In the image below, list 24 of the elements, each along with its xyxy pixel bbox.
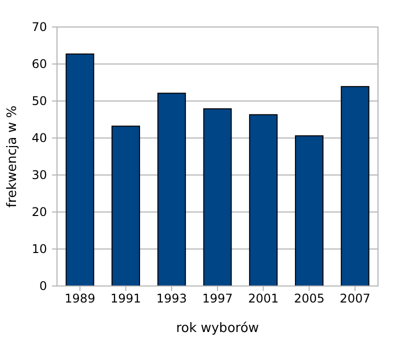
y-tick-label: 0 — [39, 278, 47, 293]
x-tick-label: 1991 — [110, 292, 142, 306]
x-axis-title: rok wyborów — [176, 321, 260, 336]
bar — [203, 108, 232, 286]
bar — [249, 114, 278, 286]
x-tick-label: 1997 — [202, 292, 233, 306]
x-tick-label: 1993 — [156, 292, 187, 306]
y-tick-label: 40 — [32, 130, 47, 145]
x-tick-label: 1989 — [64, 292, 96, 306]
y-tick-label: 20 — [32, 204, 47, 219]
bar — [157, 92, 186, 286]
bar — [66, 54, 94, 286]
y-axis-title: frekwencja w % — [5, 105, 20, 208]
bar — [340, 86, 370, 286]
y-tick-label: 30 — [32, 168, 47, 182]
y-tick-label: 10 — [32, 242, 47, 256]
y-tick-label: 50 — [32, 94, 47, 108]
y-tick-label: 60 — [32, 56, 47, 71]
x-tick-label: 2005 — [294, 292, 324, 306]
x-tick-label: 2001 — [248, 292, 279, 306]
bar — [294, 135, 324, 286]
bar — [112, 126, 140, 286]
x-tick-label: 2007 — [340, 292, 370, 306]
y-tick-label: 70 — [32, 20, 47, 34]
